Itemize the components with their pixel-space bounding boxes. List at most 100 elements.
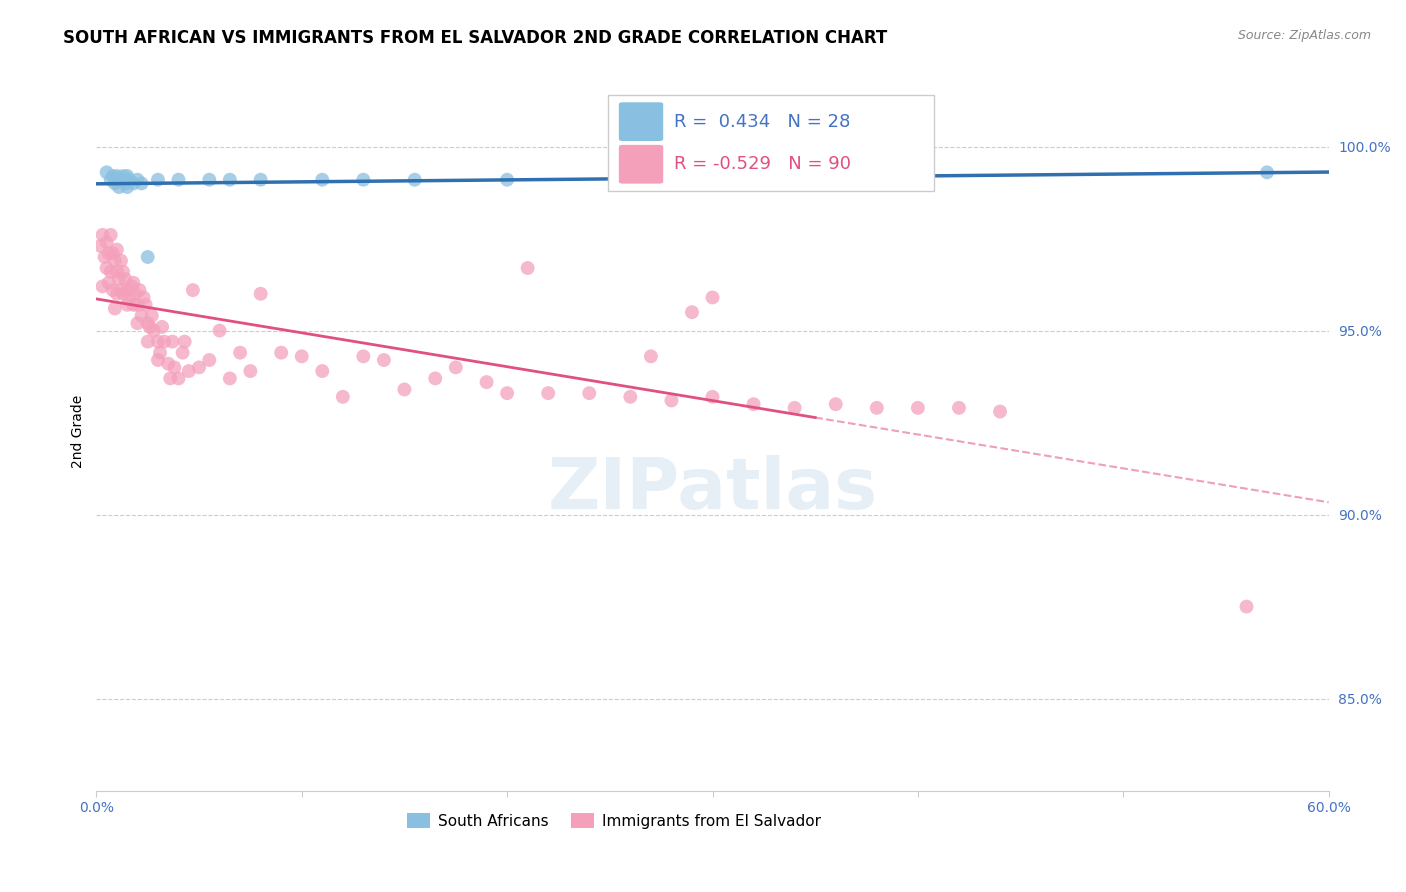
Point [167,172,190,186]
Point [128,283,150,297]
Point [114,272,136,286]
Point [311,364,333,378]
Point [104,177,127,191]
Point [136,316,159,330]
Point [110,172,132,186]
Point [783,401,806,415]
Point [311,172,333,186]
Point [146,353,169,368]
Point [162,334,184,349]
Point [619,390,641,404]
Point [198,353,221,368]
Point [742,397,765,411]
Point [100,172,122,186]
Point [112,286,135,301]
FancyBboxPatch shape [619,145,664,184]
Point [105,265,128,279]
Point [702,390,724,404]
Point [153,334,176,349]
Point [373,353,395,368]
Point [907,401,929,415]
Point [142,324,165,338]
Point [188,360,211,375]
Point [948,401,970,415]
Point [988,404,1011,418]
Point [115,298,138,312]
Point [104,301,127,316]
Point [249,172,271,186]
Point [208,324,231,338]
Point [229,345,252,359]
Point [475,375,498,389]
Point [866,401,889,415]
Y-axis label: 2nd Grade: 2nd Grade [72,395,86,468]
Point [139,319,162,334]
Point [108,180,131,194]
Point [537,386,560,401]
Point [115,180,138,194]
Point [112,169,135,183]
Legend: South Africans, Immigrants from El Salvador: South Africans, Immigrants from El Salva… [401,806,827,835]
Point [1256,165,1278,179]
Point [150,319,173,334]
Point [127,172,149,186]
Point [112,265,135,279]
Point [496,386,519,401]
Point [239,364,262,378]
Point [105,243,128,257]
Point [404,172,426,186]
Point [425,371,447,385]
Point [131,309,153,323]
Point [97,276,120,290]
Point [91,227,114,242]
Point [96,165,118,179]
Point [157,357,180,371]
Point [640,172,662,186]
Point [131,177,153,191]
Point [146,172,169,186]
Point [115,283,138,297]
Point [124,286,146,301]
Point [681,305,703,319]
Point [127,316,149,330]
Point [163,360,186,375]
Point [516,260,538,275]
Point [444,360,467,375]
Point [249,286,271,301]
Point [394,383,416,397]
Point [136,334,159,349]
Point [352,172,374,186]
Point [101,169,124,183]
Point [110,253,132,268]
Point [218,172,240,186]
Point [159,371,181,385]
Text: Source: ZipAtlas.com: Source: ZipAtlas.com [1237,29,1371,42]
Point [101,283,124,297]
Point [105,169,128,183]
Point [104,253,127,268]
Point [122,177,145,191]
Point [332,390,354,404]
FancyBboxPatch shape [619,103,664,141]
Point [101,246,124,260]
Text: ZIPatlas: ZIPatlas [547,455,877,524]
Point [118,172,141,186]
Point [270,345,292,359]
Point [291,349,314,363]
FancyBboxPatch shape [607,95,935,192]
Point [127,298,149,312]
Point [118,290,141,304]
Point [1236,599,1258,614]
Point [96,235,118,250]
Point [172,345,194,359]
Text: R = -0.529   N = 90: R = -0.529 N = 90 [675,155,851,173]
Point [702,290,724,304]
Point [97,246,120,260]
Point [108,272,131,286]
Point [122,276,145,290]
Point [578,386,600,401]
Point [89,239,111,253]
Point [824,397,846,411]
Point [146,334,169,349]
Point [115,169,138,183]
